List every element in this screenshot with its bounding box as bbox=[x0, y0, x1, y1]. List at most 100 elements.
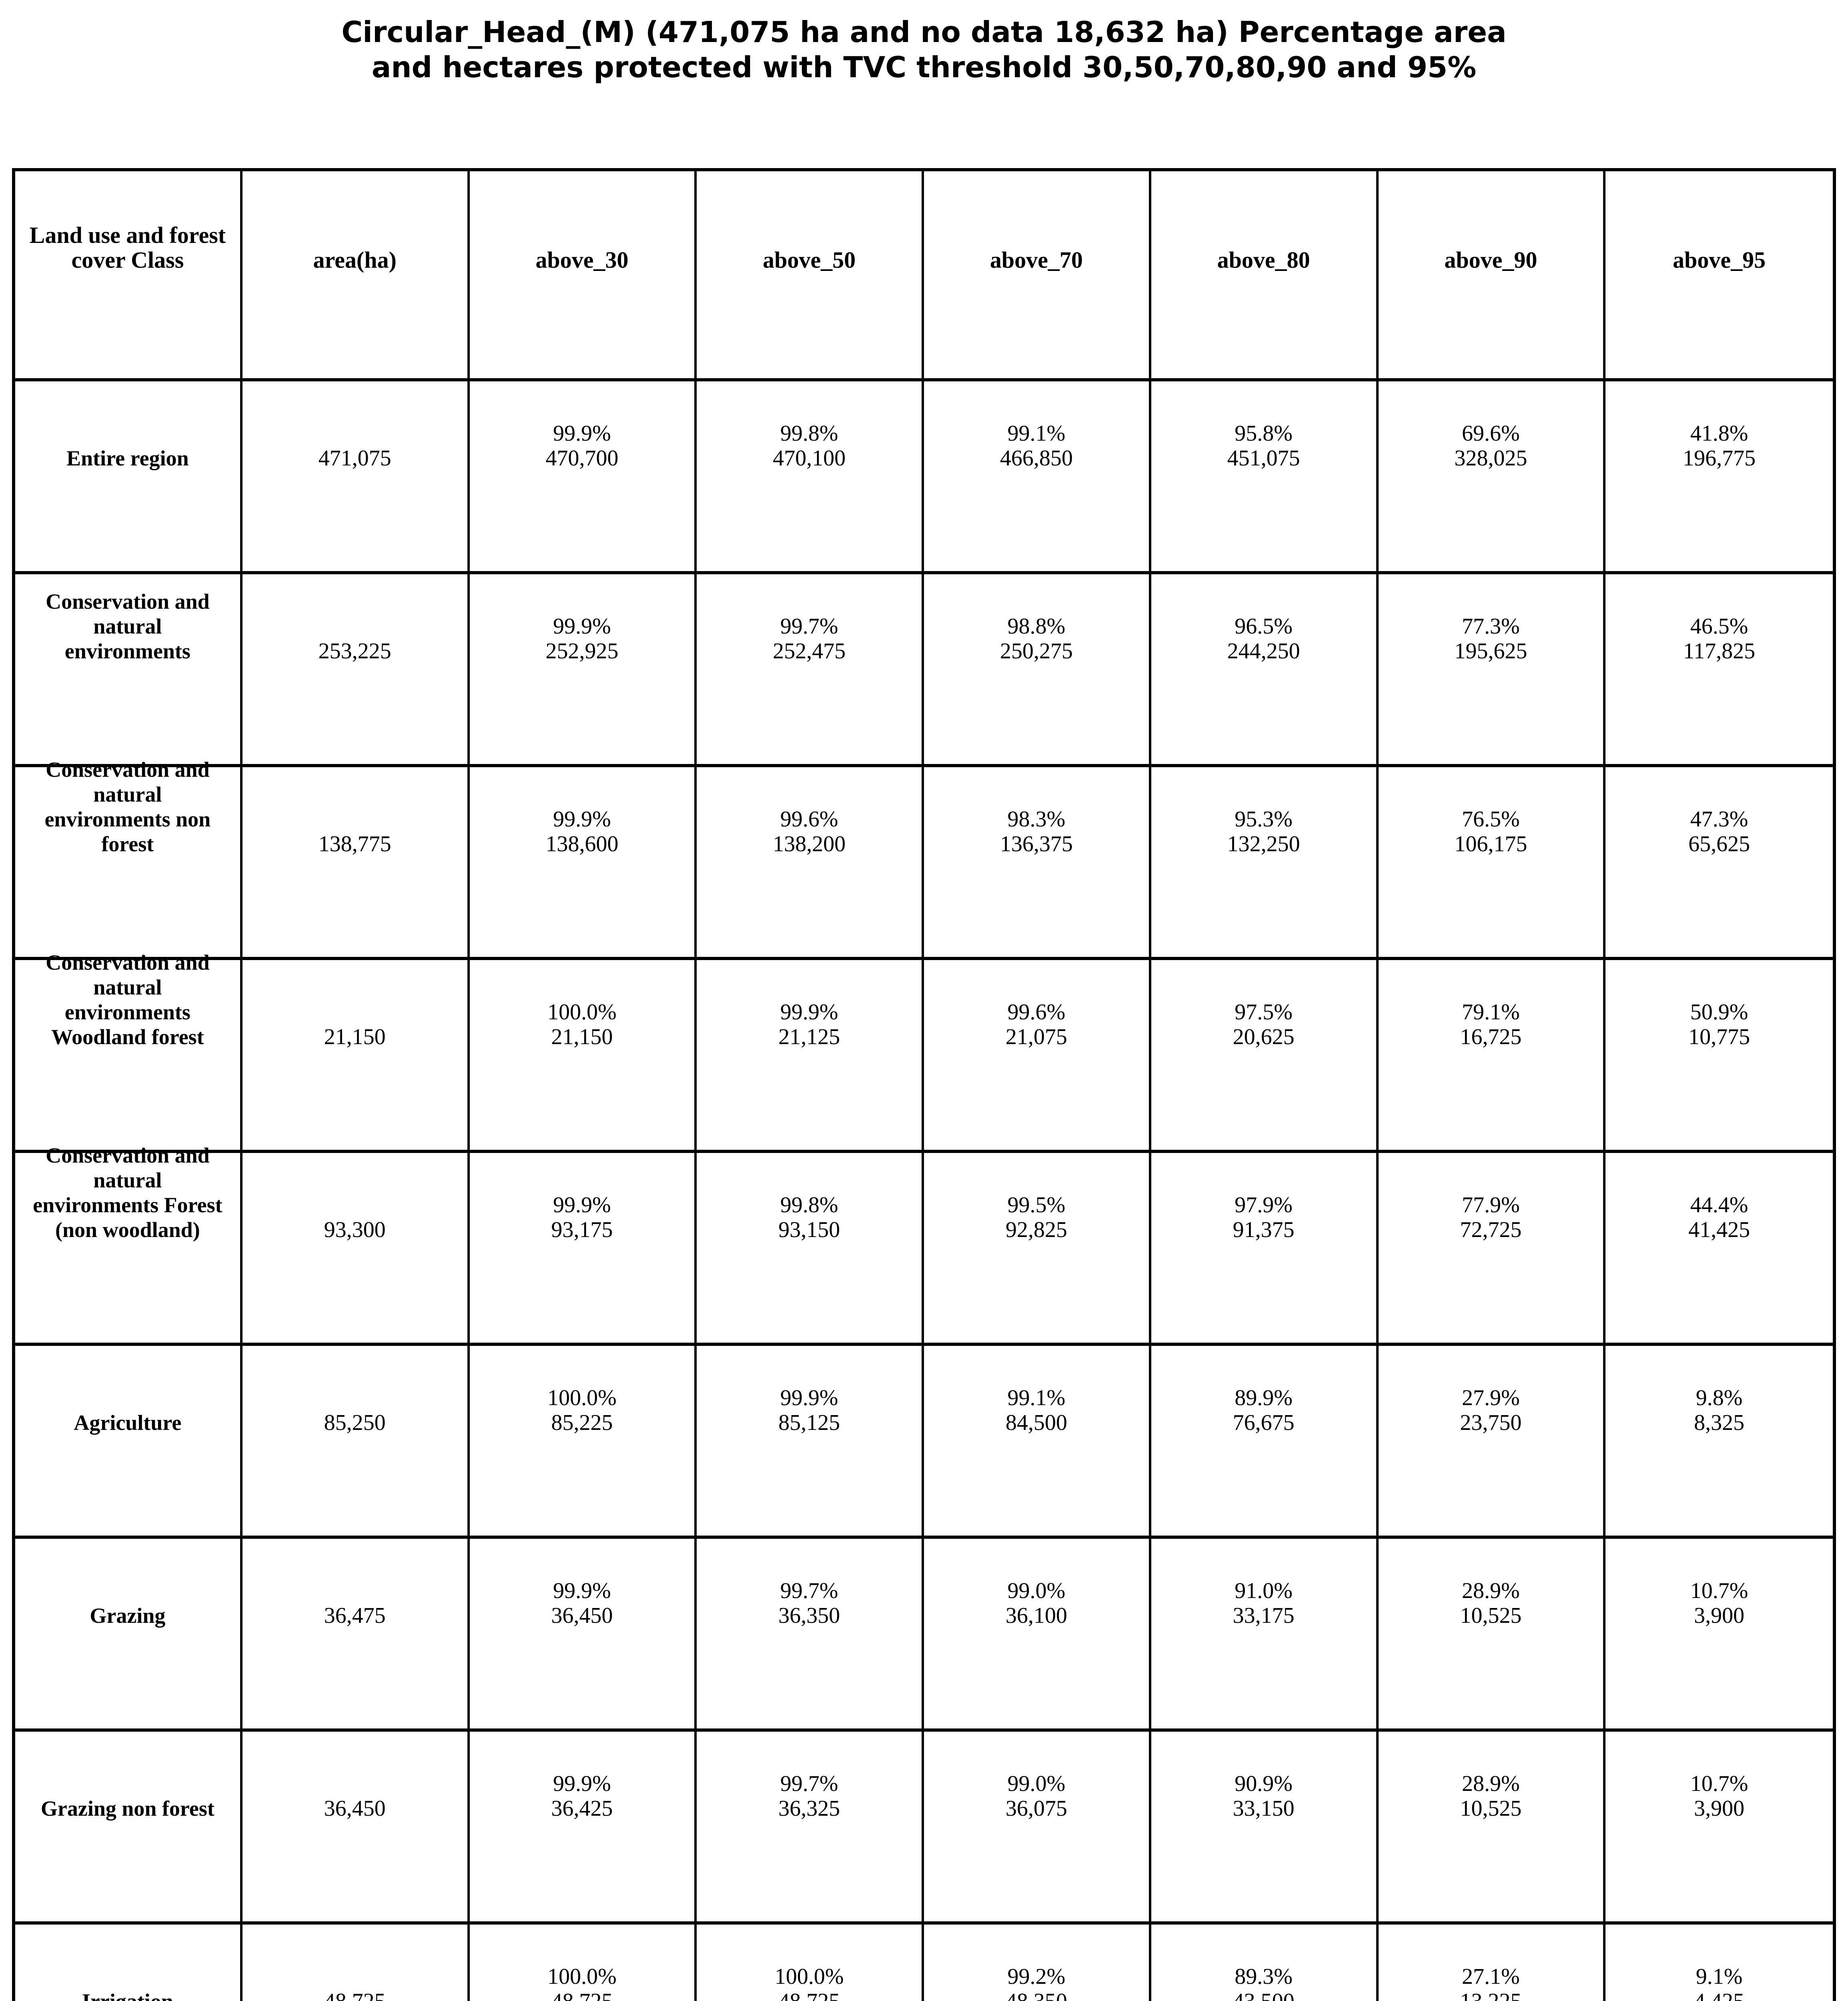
above-30-hectares: 470,700 bbox=[545, 445, 619, 471]
above-95-hectares: 8,325 bbox=[1694, 1410, 1745, 1435]
above-90-hectares: 195,625 bbox=[1454, 638, 1527, 664]
land-use-table: Land use and forest cover Class area(ha)… bbox=[12, 168, 1836, 2001]
above-90-percent: 28.9% bbox=[1462, 1771, 1520, 1796]
above-95-percent: 9.8% bbox=[1696, 1385, 1743, 1410]
above-50-percent: 99.7% bbox=[780, 1771, 838, 1796]
above-90-hectares: 10,525 bbox=[1460, 1603, 1522, 1628]
table-row: Agriculture 85,250 100.0% 85,225 99.9% 8… bbox=[15, 1346, 1833, 1539]
above-70-percent: 99.0% bbox=[1007, 1771, 1066, 1796]
above-95-cell: 46.5% 117,825 bbox=[1605, 574, 1833, 764]
above-50-hectares: 252,475 bbox=[773, 638, 846, 664]
area-cell: 93,300 bbox=[243, 1153, 470, 1343]
table-row: Conservation and natural environments no… bbox=[15, 758, 1833, 960]
above-95-hectares: 4,425 bbox=[1609, 1989, 1829, 2001]
above-70-percent: 99.1% bbox=[1007, 1385, 1066, 1410]
table-row: Grazing 36,475 99.9% 36,450 99.7% 36,350 bbox=[15, 1539, 1833, 1732]
above-50-percent: 99.9% bbox=[780, 1385, 838, 1410]
row-label-cell: Entire region bbox=[15, 381, 243, 571]
area-value: 21,150 bbox=[324, 1024, 386, 1049]
above-80-hectares: 20,625 bbox=[1233, 1024, 1295, 1049]
above-30-hectares: 36,450 bbox=[551, 1603, 613, 1628]
above-90-cell: 28.9% 10,525 bbox=[1379, 1539, 1606, 1728]
above-80-hectares: 33,175 bbox=[1233, 1603, 1295, 1628]
above-50-cell: 99.7% 36,325 bbox=[697, 1732, 924, 1921]
row-label: Agriculture bbox=[74, 1410, 182, 1435]
header-cell-above-70: above_70 bbox=[924, 171, 1151, 378]
above-30-cell: 99.9% 138,600 bbox=[470, 767, 697, 957]
above-50-hectares: 36,325 bbox=[778, 1796, 840, 1821]
above-30-hectares: 93,175 bbox=[551, 1217, 613, 1242]
above-95-hectares: 3,900 bbox=[1694, 1603, 1745, 1628]
above-80-cell: 95.8% 451,075 bbox=[1151, 381, 1379, 571]
above-50-hectares: 470,100 bbox=[773, 445, 846, 471]
above-30-cell: 100.0% 48,725 bbox=[470, 1925, 697, 2001]
above-70-cell: 99.0% 36,075 bbox=[924, 1732, 1151, 1921]
area-cell: 48,725 bbox=[243, 1925, 470, 2001]
above-70-cell: 99.2% 48,350 bbox=[924, 1925, 1151, 2001]
above-70-cell: 99.0% 36,100 bbox=[924, 1539, 1151, 1728]
above-90-cell: 79.1% 16,725 bbox=[1379, 960, 1606, 1150]
table-row: Conservation and natural environments Wo… bbox=[15, 950, 1833, 1153]
above-30-percent: 100.0% bbox=[547, 1964, 617, 1989]
above-90-cell: 28.9% 10,525 bbox=[1379, 1732, 1606, 1921]
above-80-hectares: 244,250 bbox=[1227, 638, 1300, 664]
above-90-percent: 77.9% bbox=[1462, 1192, 1520, 1217]
above-80-cell: 89.3% 43,500 bbox=[1151, 1925, 1379, 2001]
above-50-cell: 99.9% 21,125 bbox=[697, 960, 924, 1150]
header-cell-above-80: above_80 bbox=[1151, 171, 1379, 378]
header-cell-class: Land use and forest cover Class bbox=[15, 171, 243, 378]
row-label: Grazing bbox=[90, 1603, 166, 1628]
above-95-percent: 41.8% bbox=[1690, 421, 1748, 446]
above-80-cell: 96.5% 244,250 bbox=[1151, 574, 1379, 764]
above-90-hectares: 13,225 bbox=[1383, 1989, 1599, 2001]
row-label: Conservation and natural environments Wo… bbox=[46, 950, 210, 1049]
above-50-percent: 99.8% bbox=[780, 421, 838, 446]
above-90-hectares: 106,175 bbox=[1454, 831, 1527, 856]
above-90-percent: 27.1% bbox=[1462, 1964, 1520, 1989]
above-50-percent: 99.7% bbox=[780, 614, 838, 639]
above-90-hectares: 23,750 bbox=[1460, 1410, 1522, 1435]
above-30-hectares: 48,725 bbox=[474, 1989, 691, 2001]
above-70-hectares: 84,500 bbox=[1005, 1410, 1067, 1435]
above-70-cell: 99.1% 466,850 bbox=[924, 381, 1151, 571]
above-95-hectares: 117,825 bbox=[1683, 638, 1756, 664]
area-cell: 36,450 bbox=[243, 1732, 470, 1921]
above-95-hectares: 41,425 bbox=[1688, 1217, 1750, 1242]
above-95-percent: 10.7% bbox=[1690, 1578, 1748, 1603]
above-80-percent: 96.5% bbox=[1235, 614, 1293, 639]
above-90-percent: 76.5% bbox=[1462, 806, 1520, 832]
above-50-hectares: 21,125 bbox=[778, 1024, 840, 1049]
above-30-hectares: 21,150 bbox=[551, 1024, 613, 1049]
above-90-hectares: 328,025 bbox=[1454, 445, 1527, 471]
above-30-cell: 99.9% 470,700 bbox=[470, 381, 697, 571]
above-90-percent: 28.9% bbox=[1462, 1578, 1520, 1603]
table-row: Conservation and natural environments 25… bbox=[15, 574, 1833, 767]
above-95-cell: 44.4% 41,425 bbox=[1605, 1153, 1833, 1343]
above-80-cell: 97.9% 91,375 bbox=[1151, 1153, 1379, 1343]
above-30-percent: 99.9% bbox=[553, 806, 611, 832]
above-80-hectares: 132,250 bbox=[1227, 831, 1300, 856]
above-50-cell: 99.8% 470,100 bbox=[697, 381, 924, 571]
above-50-hectares: 93,150 bbox=[778, 1217, 840, 1242]
above-90-hectares: 10,525 bbox=[1460, 1796, 1522, 1821]
above-50-hectares: 36,350 bbox=[778, 1603, 840, 1628]
above-50-cell: 99.6% 138,200 bbox=[697, 767, 924, 957]
above-95-cell: 41.8% 196,775 bbox=[1605, 381, 1833, 571]
table-header-row: Land use and forest cover Class area(ha)… bbox=[15, 171, 1833, 381]
above-95-percent: 44.4% bbox=[1690, 1192, 1748, 1217]
above-30-cell: 100.0% 21,150 bbox=[470, 960, 697, 1150]
above-90-cell: 76.5% 106,175 bbox=[1379, 767, 1606, 957]
above-95-cell: 10.7% 3,900 bbox=[1605, 1539, 1833, 1728]
above-70-cell: 98.3% 136,375 bbox=[924, 767, 1151, 957]
above-95-hectares: 196,775 bbox=[1683, 445, 1756, 471]
above-50-cell: 99.7% 36,350 bbox=[697, 1539, 924, 1728]
above-30-cell: 99.9% 252,925 bbox=[470, 574, 697, 764]
above-70-percent: 99.0% bbox=[1007, 1578, 1066, 1603]
above-50-percent: 100.0% bbox=[774, 1964, 844, 1989]
above-90-percent: 77.3% bbox=[1462, 614, 1520, 639]
above-30-cell: 99.9% 36,425 bbox=[470, 1732, 697, 1921]
above-90-percent: 27.9% bbox=[1462, 1385, 1520, 1410]
above-30-percent: 99.9% bbox=[553, 1578, 611, 1603]
header-cell-above-50: above_50 bbox=[697, 171, 924, 378]
above-30-cell: 99.9% 36,450 bbox=[470, 1539, 697, 1728]
